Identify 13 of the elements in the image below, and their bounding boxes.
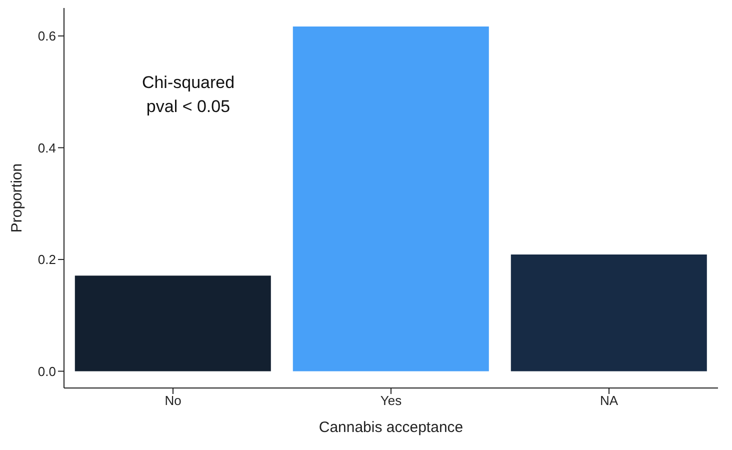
y-tick-label: 0.4 bbox=[38, 140, 56, 156]
x-tick-label: No bbox=[164, 393, 182, 408]
y-tick-label: 0.2 bbox=[38, 252, 56, 268]
y-axis-title: Proportion bbox=[8, 163, 26, 233]
x-tick-label: NA bbox=[600, 393, 618, 408]
bar bbox=[510, 254, 707, 372]
y-tick-label: 0.0 bbox=[38, 364, 56, 379]
bar bbox=[292, 26, 489, 372]
x-axis-title: Cannabis acceptance bbox=[318, 419, 464, 436]
x-tick-label: Yes bbox=[380, 393, 402, 408]
annotation: Chi-squared pval < 0.05 bbox=[142, 73, 235, 116]
bar bbox=[74, 276, 271, 372]
y-tick-label: 0.6 bbox=[38, 28, 56, 44]
